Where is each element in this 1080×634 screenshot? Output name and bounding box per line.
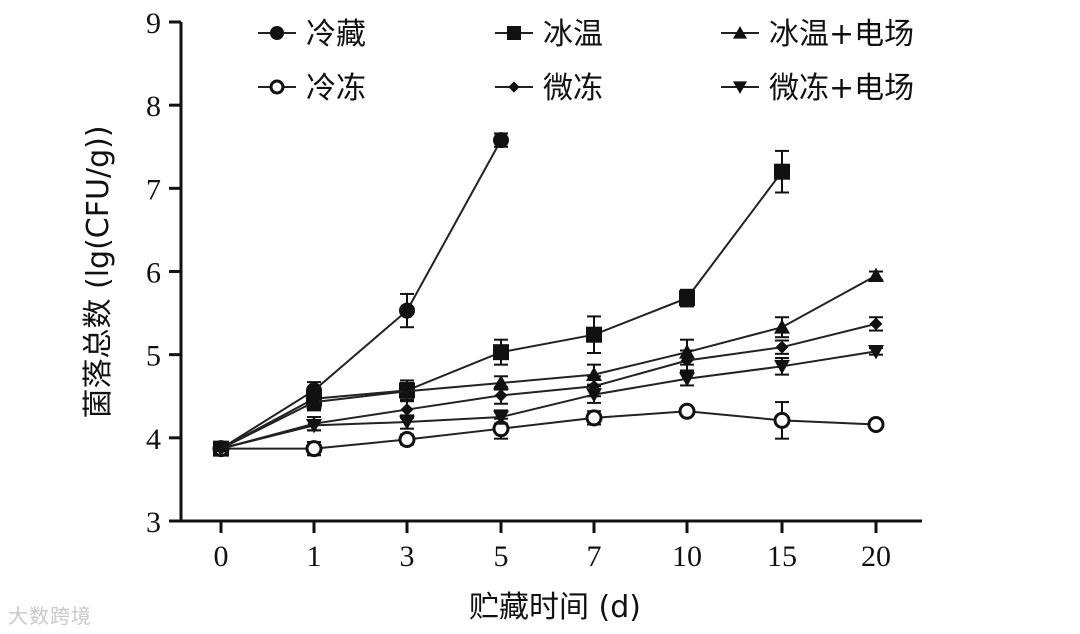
marker-triangle-up: [774, 319, 790, 334]
marker-diamond: [494, 389, 508, 402]
legend-label: 微冻: [543, 71, 603, 106]
marker-square: [493, 344, 509, 361]
marker-triangle-up: [306, 394, 322, 409]
series-4: [212, 401, 885, 458]
legend-label: 冰温+电场: [769, 17, 914, 52]
marker-circle-open: [773, 411, 791, 429]
marker-triangle-up: [399, 383, 415, 398]
marker-diamond: [400, 403, 414, 416]
legend-item-2: 冰温: [495, 17, 603, 52]
series-line: [221, 410, 877, 450]
marker-triangle-down: [868, 344, 884, 360]
x-tick-label: 1: [307, 540, 322, 573]
marker-circle-open: [398, 430, 416, 448]
marker-circle-open: [269, 79, 285, 95]
marker-circle-open: [867, 416, 885, 434]
x-tick-label: 10: [672, 540, 702, 573]
legend-label: 微冻+电场: [769, 71, 914, 106]
y-tick-label: 8: [146, 90, 161, 123]
y-tick-label: 6: [146, 257, 161, 290]
x-tick-label: 5: [494, 540, 509, 573]
series-layer: [212, 132, 885, 458]
legend-label: 冰温: [543, 17, 603, 52]
marker-triangle-up: [493, 374, 509, 390]
marker-triangle-down: [586, 388, 602, 403]
marker-diamond: [680, 354, 694, 367]
series-line: [220, 322, 877, 450]
marker-square: [507, 26, 521, 40]
series-1: [213, 132, 509, 457]
marker-diamond: [869, 317, 883, 331]
x-tick-label: 0: [214, 540, 229, 573]
marker-triangle-down: [733, 81, 747, 94]
marker-diamond: [775, 340, 789, 354]
series-line: [220, 350, 877, 450]
marker-triangle-down: [679, 372, 695, 387]
x-axis-title: 贮藏时间 (d): [469, 590, 641, 625]
series-line: [220, 274, 877, 450]
marker-triangle-down: [399, 415, 415, 431]
marker-triangle-down: [306, 418, 322, 434]
marker-circle-open: [585, 409, 603, 427]
marker-circle-open: [305, 440, 323, 458]
series-3: [213, 267, 884, 456]
y-tick-label: 7: [146, 173, 161, 206]
marker-triangle-up: [586, 366, 602, 382]
marker-square: [679, 290, 695, 307]
marker-square: [586, 326, 602, 343]
marker-triangle-up: [733, 26, 747, 39]
y-tick-label: 5: [146, 340, 161, 373]
marker-triangle-down: [493, 410, 509, 426]
series-6: [213, 344, 884, 457]
series-line: [220, 139, 502, 450]
legend-label: 冷冻: [306, 71, 366, 106]
x-tick-label: 15: [767, 540, 797, 573]
marker-triangle-down: [213, 442, 229, 457]
legend-item-1: 冷藏: [258, 17, 366, 52]
y-tick-label: 9: [146, 7, 161, 40]
x-tick-label: 3: [400, 540, 415, 573]
legend-item-3: 冰温+电场: [721, 17, 914, 52]
marker-circle-filled: [399, 302, 415, 319]
legend-item-5: 微冻: [495, 71, 603, 106]
y-axis-title: 菌落总数 (lg(CFU/g)): [81, 125, 116, 418]
marker-circle-filled: [493, 132, 509, 149]
legend-item-6: 微冻+电场: [721, 71, 914, 106]
x-tick-label: 7: [587, 540, 602, 573]
watermark: 大数跨境: [8, 604, 92, 628]
legend-label: 冷藏: [306, 17, 366, 52]
axes: 3 4 5 6 7 8 9 0 1 3 5 7 10 15 20: [146, 7, 922, 573]
legend-item-4: 冷冻: [258, 71, 366, 106]
marker-diamond: [508, 81, 520, 93]
marker-circle-filled: [270, 26, 284, 40]
marker-square: [774, 163, 790, 180]
x-tick-label: 20: [861, 540, 891, 573]
marker-circle-open: [678, 402, 696, 420]
marker-triangle-up: [868, 267, 884, 283]
marker-triangle-down: [774, 359, 790, 375]
y-tick-label: 3: [146, 506, 161, 539]
y-tick-label: 4: [146, 423, 161, 456]
